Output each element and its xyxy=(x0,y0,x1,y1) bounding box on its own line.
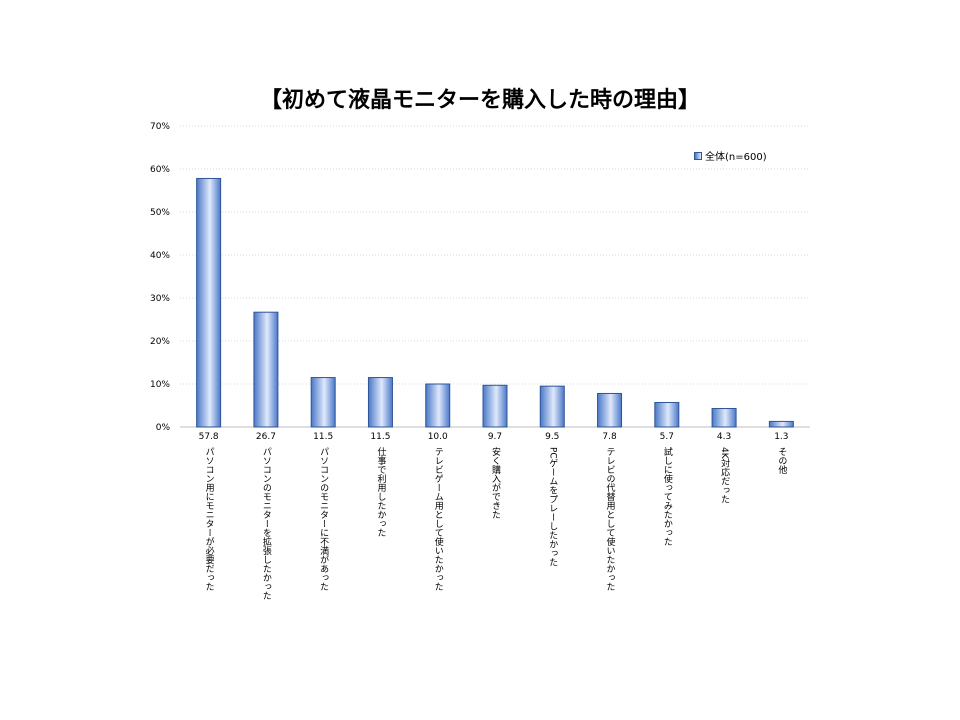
y-tick-label: 30% xyxy=(150,294,170,304)
data-label: 4.3 xyxy=(717,432,731,442)
data-label: 1.3 xyxy=(774,432,788,442)
data-label: 10.0 xyxy=(428,432,448,442)
data-label: 9.5 xyxy=(545,432,559,442)
data-label: 5.7 xyxy=(660,432,674,442)
bar xyxy=(310,377,336,428)
y-tick-label: 70% xyxy=(150,122,170,132)
category-label: PCゲームをプレーしたかった xyxy=(547,447,558,567)
bar xyxy=(654,401,680,428)
category-label: 安く購入ができた xyxy=(490,446,501,519)
data-label: 7.8 xyxy=(602,432,617,442)
gridlines xyxy=(180,125,810,428)
y-axis-ticks: 0% 10% 20% 30% 40% 50% 60% 70% xyxy=(150,122,170,433)
y-tick-label: 50% xyxy=(150,208,170,218)
bar xyxy=(539,385,565,428)
category-label: テレビの代替用として使いたかった xyxy=(605,447,616,591)
category-label: 試しに使ってみたかった xyxy=(662,446,673,546)
category-label: パソコン用にモニターが必要だった xyxy=(204,447,215,591)
data-label: 26.7 xyxy=(256,432,276,442)
category-label: テレビゲーム用として使いたかった xyxy=(433,447,444,591)
category-label: 4K対応だった xyxy=(719,447,730,504)
data-labels: 57.8 26.7 11.5 11.5 10.0 9.7 9.5 7.8 5.7 4.3 1.3 xyxy=(199,432,789,442)
legend: 全体(n=600) xyxy=(694,148,767,163)
bar xyxy=(367,377,393,428)
category-label: その他 xyxy=(776,447,787,475)
category-label: パソコンのモニターを拡張したかった xyxy=(261,447,272,600)
data-label: 57.8 xyxy=(199,432,219,442)
data-label: 11.5 xyxy=(313,432,333,442)
y-tick-label: 20% xyxy=(150,337,170,347)
bar xyxy=(425,383,451,428)
legend-swatch xyxy=(694,151,702,160)
data-label: 11.5 xyxy=(370,432,390,442)
bar xyxy=(482,384,508,428)
y-tick-label: 60% xyxy=(150,165,170,175)
category-label: パソコンのモニターに不満があった xyxy=(318,447,329,591)
bars xyxy=(196,177,794,428)
bar xyxy=(597,392,623,428)
data-label: 9.7 xyxy=(488,432,502,442)
chart-title: 【初めて液晶モニターを購入した時の理由】 xyxy=(259,88,700,113)
y-tick-label: 10% xyxy=(150,380,170,390)
bar xyxy=(196,177,222,428)
category-label: 仕事で利用したかった xyxy=(375,446,386,537)
bar xyxy=(253,311,279,428)
bar xyxy=(768,420,794,428)
legend-label: 全体(n=600) xyxy=(705,152,767,163)
y-tick-label: 40% xyxy=(150,251,170,261)
y-tick-label: 0% xyxy=(156,423,171,433)
category-labels: パソコン用にモニターが必要だった パソコンのモニターを拡張したかった パソコンのモニ… xyxy=(204,446,787,600)
bar xyxy=(711,408,737,428)
